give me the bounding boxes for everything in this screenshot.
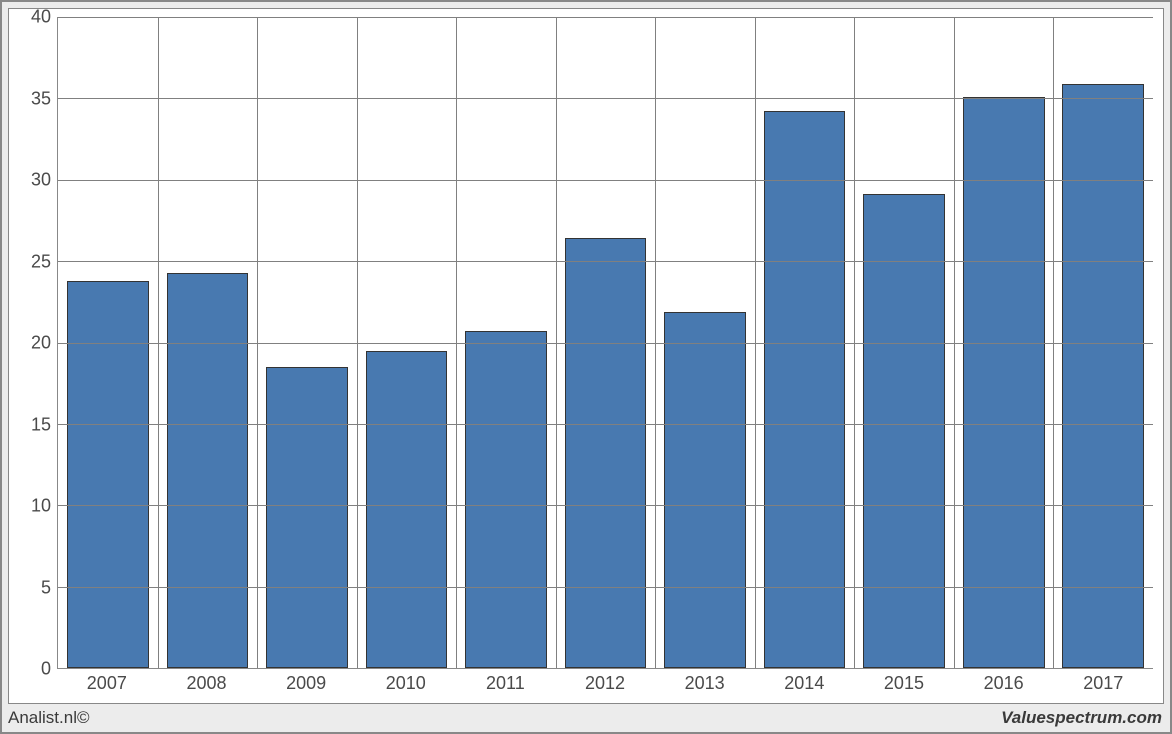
y-tick-label: 15 xyxy=(31,414,51,435)
h-gridline xyxy=(58,98,1153,99)
outer-frame: 0510152025303540 20072008200920102011201… xyxy=(0,0,1172,734)
bar xyxy=(565,238,647,668)
plot-panel: 0510152025303540 20072008200920102011201… xyxy=(8,8,1164,704)
v-gridline xyxy=(755,17,756,668)
v-gridline xyxy=(655,17,656,668)
bar xyxy=(366,351,448,668)
x-tick-label: 2017 xyxy=(1053,669,1153,703)
footer-left: Analist.nl© xyxy=(8,708,90,728)
bar xyxy=(67,281,149,668)
v-gridline xyxy=(556,17,557,668)
v-gridline xyxy=(158,17,159,668)
y-tick-label: 0 xyxy=(41,659,51,680)
y-tick-label: 20 xyxy=(31,333,51,354)
y-tick-label: 30 xyxy=(31,170,51,191)
y-tick-label: 25 xyxy=(31,251,51,272)
x-tick-label: 2009 xyxy=(256,669,356,703)
v-gridline xyxy=(357,17,358,668)
bar xyxy=(764,111,846,668)
footer-right: Valuespectrum.com xyxy=(1001,708,1162,728)
x-tick-label: 2016 xyxy=(954,669,1054,703)
bar xyxy=(465,331,547,668)
h-gridline xyxy=(58,261,1153,262)
h-gridline xyxy=(58,424,1153,425)
h-gridline xyxy=(58,343,1153,344)
x-tick-label: 2015 xyxy=(854,669,954,703)
x-tick-label: 2010 xyxy=(356,669,456,703)
v-gridline xyxy=(854,17,855,668)
x-axis-labels: 2007200820092010201120122013201420152016… xyxy=(57,669,1153,703)
chart-area xyxy=(57,17,1153,669)
x-tick-label: 2008 xyxy=(157,669,257,703)
bar xyxy=(1062,84,1144,668)
h-gridline xyxy=(58,505,1153,506)
bar xyxy=(664,312,746,668)
x-tick-label: 2012 xyxy=(555,669,655,703)
plot-row: 0510152025303540 xyxy=(9,9,1163,669)
y-axis: 0510152025303540 xyxy=(9,17,57,669)
y-tick-label: 40 xyxy=(31,7,51,28)
bar xyxy=(266,367,348,668)
y-tick-label: 35 xyxy=(31,88,51,109)
x-tick-label: 2014 xyxy=(754,669,854,703)
v-gridline xyxy=(954,17,955,668)
v-gridline xyxy=(257,17,258,668)
bar xyxy=(863,194,945,668)
x-tick-label: 2011 xyxy=(456,669,556,703)
x-tick-label: 2013 xyxy=(655,669,755,703)
v-gridline xyxy=(1053,17,1054,668)
y-tick-label: 5 xyxy=(41,577,51,598)
y-tick-label: 10 xyxy=(31,496,51,517)
h-gridline xyxy=(58,17,1153,18)
x-axis-row: 2007200820092010201120122013201420152016… xyxy=(9,669,1163,703)
h-gridline xyxy=(58,180,1153,181)
h-gridline xyxy=(58,587,1153,588)
bar xyxy=(167,273,249,668)
bar xyxy=(963,97,1045,668)
x-tick-label: 2007 xyxy=(57,669,157,703)
v-gridline xyxy=(456,17,457,668)
